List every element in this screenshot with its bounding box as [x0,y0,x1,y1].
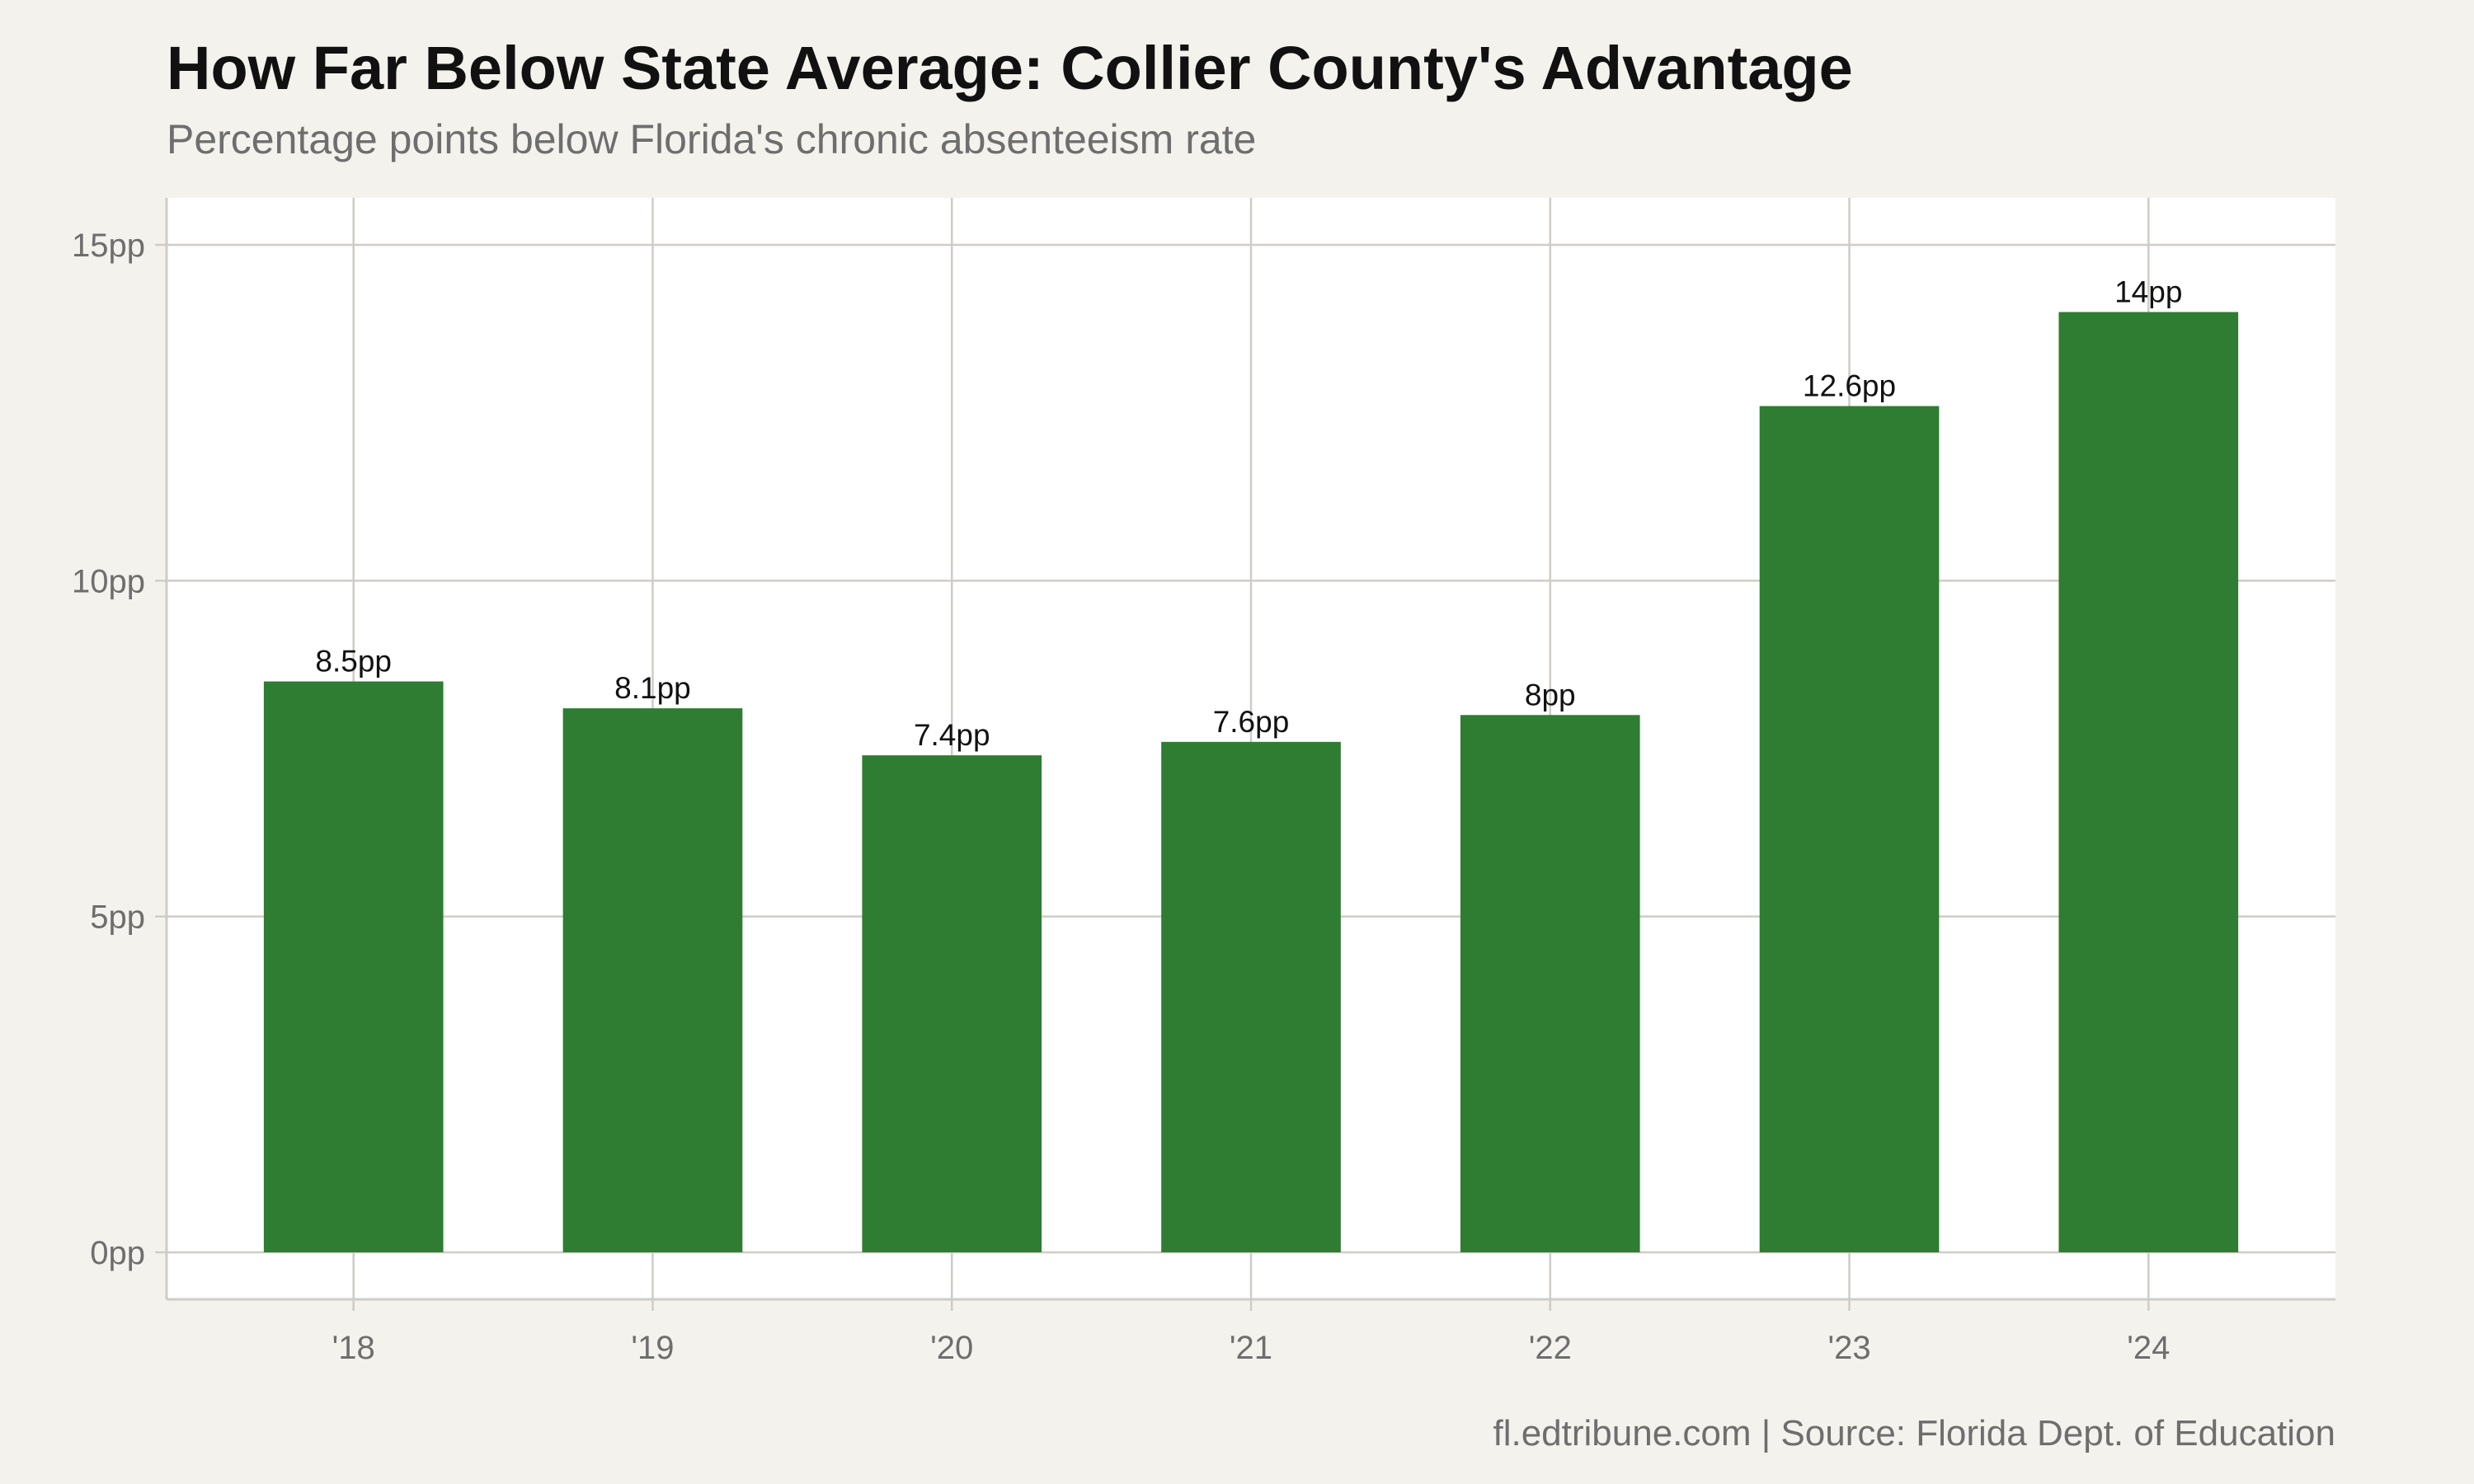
bar [862,755,1042,1252]
x-tick-label: '18 [332,1330,375,1366]
chart-title: How Far Below State Average: Collier Cou… [167,34,1853,102]
x-tick-labels: '18 '19 '20 '21 '22 '23 '24 [332,1299,2170,1366]
bar-data-label: 7.4pp [914,718,990,752]
bar [2058,312,2239,1252]
x-tick-label: '23 [1827,1330,1870,1366]
bar-data-label: 8.5pp [315,645,392,679]
source-caption: fl.edtribune.com | Source: Florida Dept.… [1493,1413,2335,1453]
bar [562,708,743,1252]
bar-data-label: 12.6pp [1803,369,1896,403]
bar [1460,715,1640,1252]
bar-data-label: 14pp [2114,275,2182,308]
y-tick-label: 15pp [72,228,145,264]
x-tick-label: '21 [1230,1330,1272,1366]
y-tick-label: 5pp [90,899,145,936]
bars [263,312,2239,1252]
x-tick-label: '19 [631,1330,674,1366]
bar [1161,741,1341,1252]
bar-data-label: 8pp [1525,678,1576,711]
x-tick-label: '22 [1529,1330,1572,1366]
y-tick-labels: 0pp 5pp 10pp 15pp [72,228,167,1271]
x-tick-label: '20 [930,1330,973,1366]
bar-data-label: 8.1pp [614,671,691,705]
bar-data-label: 7.6pp [1213,705,1290,739]
y-tick-label: 0pp [90,1235,145,1271]
x-tick-label: '24 [2127,1330,2170,1366]
data-labels: 8.5pp 8.1pp 7.4pp 7.6pp 8pp 12.6pp 14pp [315,275,2182,752]
bar [1759,406,1940,1252]
y-tick-label: 10pp [72,563,145,599]
bar [263,681,444,1252]
chart-subtitle: Percentage points below Florida's chroni… [167,116,1257,162]
